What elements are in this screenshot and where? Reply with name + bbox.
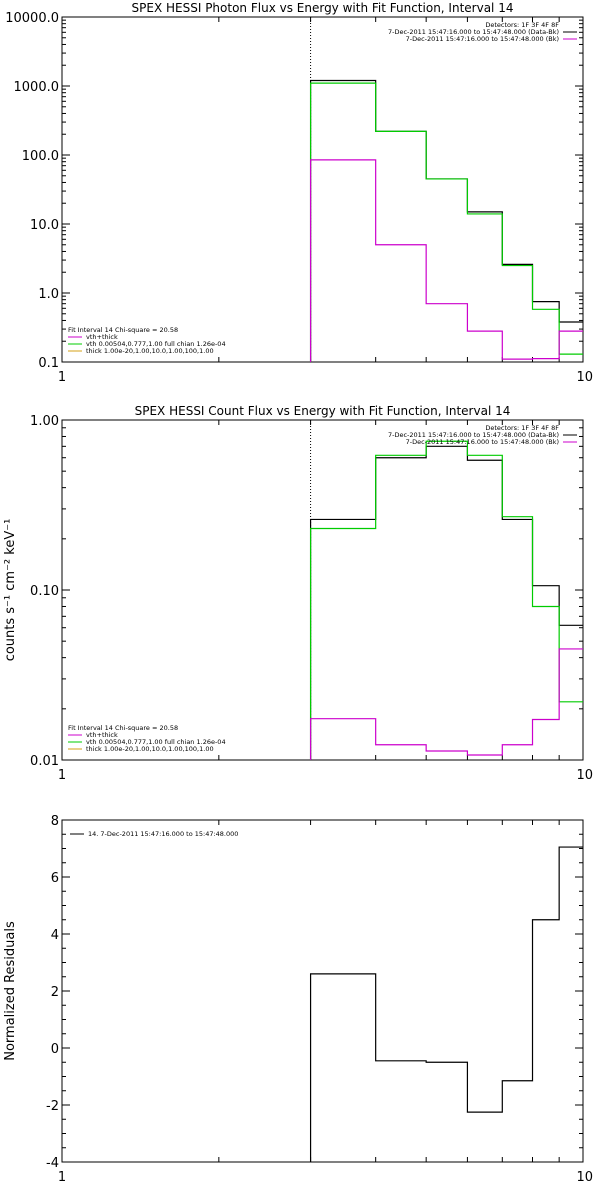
y-tick-label: 6 bbox=[51, 871, 59, 886]
legend-top-entry: 7-Dec-2011 15:47:16.000 to 15:47:48.000 … bbox=[388, 28, 559, 36]
y-tick-label: 1000.0 bbox=[14, 80, 60, 95]
y-tick-label: 0.10 bbox=[30, 584, 59, 599]
legend-bottom-entry: Fit Interval 14 Chi-square = 20.58 bbox=[68, 326, 178, 334]
x-tick-label: 10 bbox=[576, 1170, 593, 1185]
chart-panel-1: SPEX HESSI Photon Flux vs Energy with Fi… bbox=[5, 1, 593, 385]
plot-frame bbox=[61, 819, 584, 1163]
legend-bottom-entry: vth 0.00504,0.777,1.00 full chian 1.26e-… bbox=[86, 738, 226, 746]
legend-bottom-entry: vth+thick bbox=[86, 333, 118, 341]
chart-panel-2: SPEX HESSI Count Flux vs Energy with Fit… bbox=[3, 404, 593, 783]
chart-title: SPEX HESSI Count Flux vs Energy with Fit… bbox=[135, 404, 511, 418]
y-axis-label: Normalized Residuals bbox=[3, 921, 18, 1061]
y-axis-label: counts s⁻¹ cm⁻² keV⁻¹ bbox=[3, 519, 18, 662]
y-tick-label: 0.01 bbox=[30, 754, 59, 769]
series-line-2 bbox=[309, 440, 583, 760]
y-tick-label: 10000.0 bbox=[5, 11, 59, 26]
legend-entry: 14. 7-Dec-2011 15:47:16.000 to 15:47:48.… bbox=[88, 830, 238, 838]
series-line-1 bbox=[309, 79, 583, 362]
y-tick-label: 4 bbox=[51, 928, 59, 943]
y-tick-label: 1.00 bbox=[30, 414, 59, 429]
y-tick-label: 10.0 bbox=[30, 218, 59, 233]
series-line-3 bbox=[309, 648, 583, 760]
chart-panel-3: Normalized Residuals -4 -2 0 2 4 6 8 1 10 14. 7-De… bbox=[3, 814, 593, 1185]
series-line-1 bbox=[309, 846, 583, 1162]
chart-title: SPEX HESSI Photon Flux vs Energy with Fi… bbox=[132, 1, 514, 15]
x-tick-label: 1 bbox=[58, 1170, 66, 1185]
plot-frame bbox=[61, 419, 584, 761]
legend-bottom-entry: vth 0.00504,0.777,1.00 full chian 1.26e-… bbox=[86, 340, 226, 348]
x-tick-label: 1 bbox=[58, 768, 66, 783]
legend-top-entry: 7-Dec-2011 15:47:16.000 to 15:47:48.000 … bbox=[406, 35, 559, 43]
y-tick-label: 0 bbox=[51, 1042, 59, 1057]
x-tick-label: 10 bbox=[576, 768, 593, 783]
y-tick-label: -4 bbox=[46, 1156, 59, 1171]
y-tick-label: 1.0 bbox=[38, 287, 59, 302]
legend-top-entry: 7-Dec-2011 15:47:16.000 to 15:47:48.000 … bbox=[388, 431, 559, 439]
legend-top-entry: Detectors: 1F 3F 4F 8F bbox=[485, 21, 559, 29]
y-tick-label: -2 bbox=[46, 1099, 59, 1114]
y-tick-label: 100.0 bbox=[22, 149, 59, 164]
y-tick-label: 0.1 bbox=[38, 356, 59, 371]
x-tick-label: 1 bbox=[58, 370, 66, 385]
series-line-1 bbox=[309, 445, 583, 760]
y-tick-label: 2 bbox=[51, 985, 59, 1000]
legend-top-entry: Detectors: 1F 3F 4F 8F bbox=[485, 424, 559, 432]
legend-top-entry: 7-Dec-2011 15:47:16.000 to 15:47:48.000 … bbox=[406, 438, 559, 446]
series-line-2 bbox=[309, 82, 583, 362]
legend-bottom-entry: thick 1.00e-20,1.00,10.0,1.00,100,1.00 bbox=[86, 347, 214, 355]
y-tick-label: 8 bbox=[51, 814, 59, 829]
legend-bottom-entry: vth+thick bbox=[86, 731, 118, 739]
plot-frame bbox=[61, 16, 584, 363]
x-tick-label: 10 bbox=[576, 370, 593, 385]
series-line-3 bbox=[309, 159, 583, 362]
legend-bottom-entry: thick 1.00e-20,1.00,10.0,1.00,100,1.00 bbox=[86, 745, 214, 753]
legend-bottom-entry: Fit Interval 14 Chi-square = 20.58 bbox=[68, 724, 178, 732]
